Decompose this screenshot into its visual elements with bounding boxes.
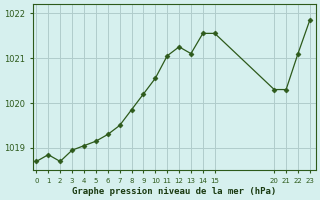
X-axis label: Graphe pression niveau de la mer (hPa): Graphe pression niveau de la mer (hPa) [72,187,276,196]
